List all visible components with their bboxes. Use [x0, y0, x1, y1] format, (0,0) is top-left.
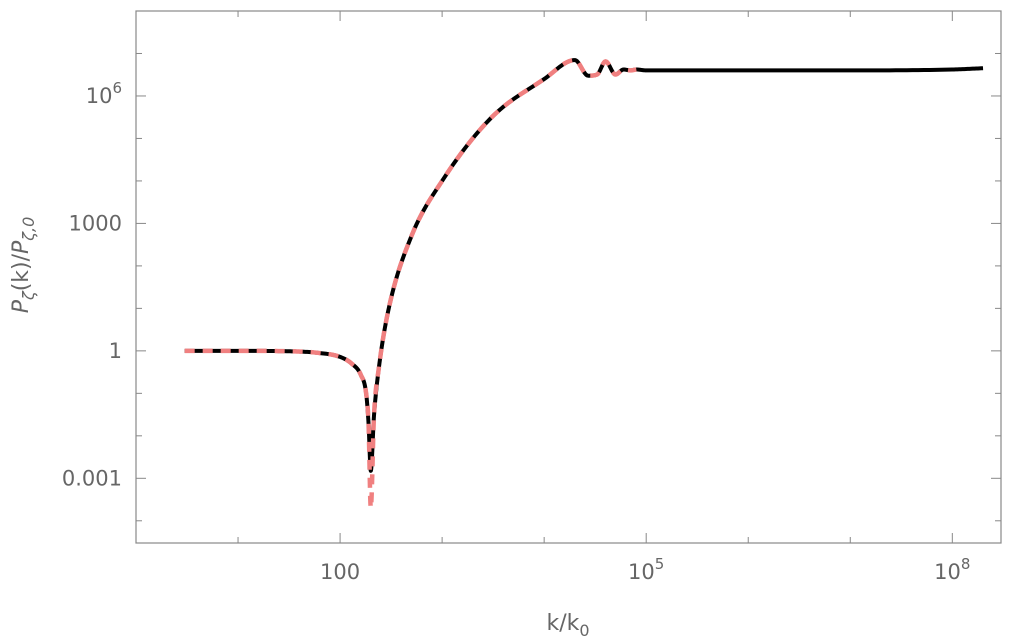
y-tick-label: 1 — [109, 339, 122, 363]
y-tick-label: 0.001 — [62, 466, 122, 490]
tick-labels: 100 105 108 0.001 1 1000 106 — [62, 79, 971, 584]
y-axis-title: Pζ(k)/Pζ,0 — [9, 217, 38, 314]
plot-frame — [135, 10, 1002, 544]
y-tick-label: 1000 — [69, 211, 122, 235]
x-tick-label: 100 — [320, 560, 360, 584]
series-line-dashed — [184, 57, 639, 511]
x-axis-title: k/k0 — [546, 611, 589, 640]
x-tick-label: 108 — [934, 555, 970, 584]
data-series — [184, 57, 984, 511]
x-tick-label: 105 — [628, 555, 664, 584]
axis-ticks — [135, 10, 1001, 543]
y-tick-label: 106 — [86, 79, 122, 108]
series-line-solid — [184, 58, 984, 473]
